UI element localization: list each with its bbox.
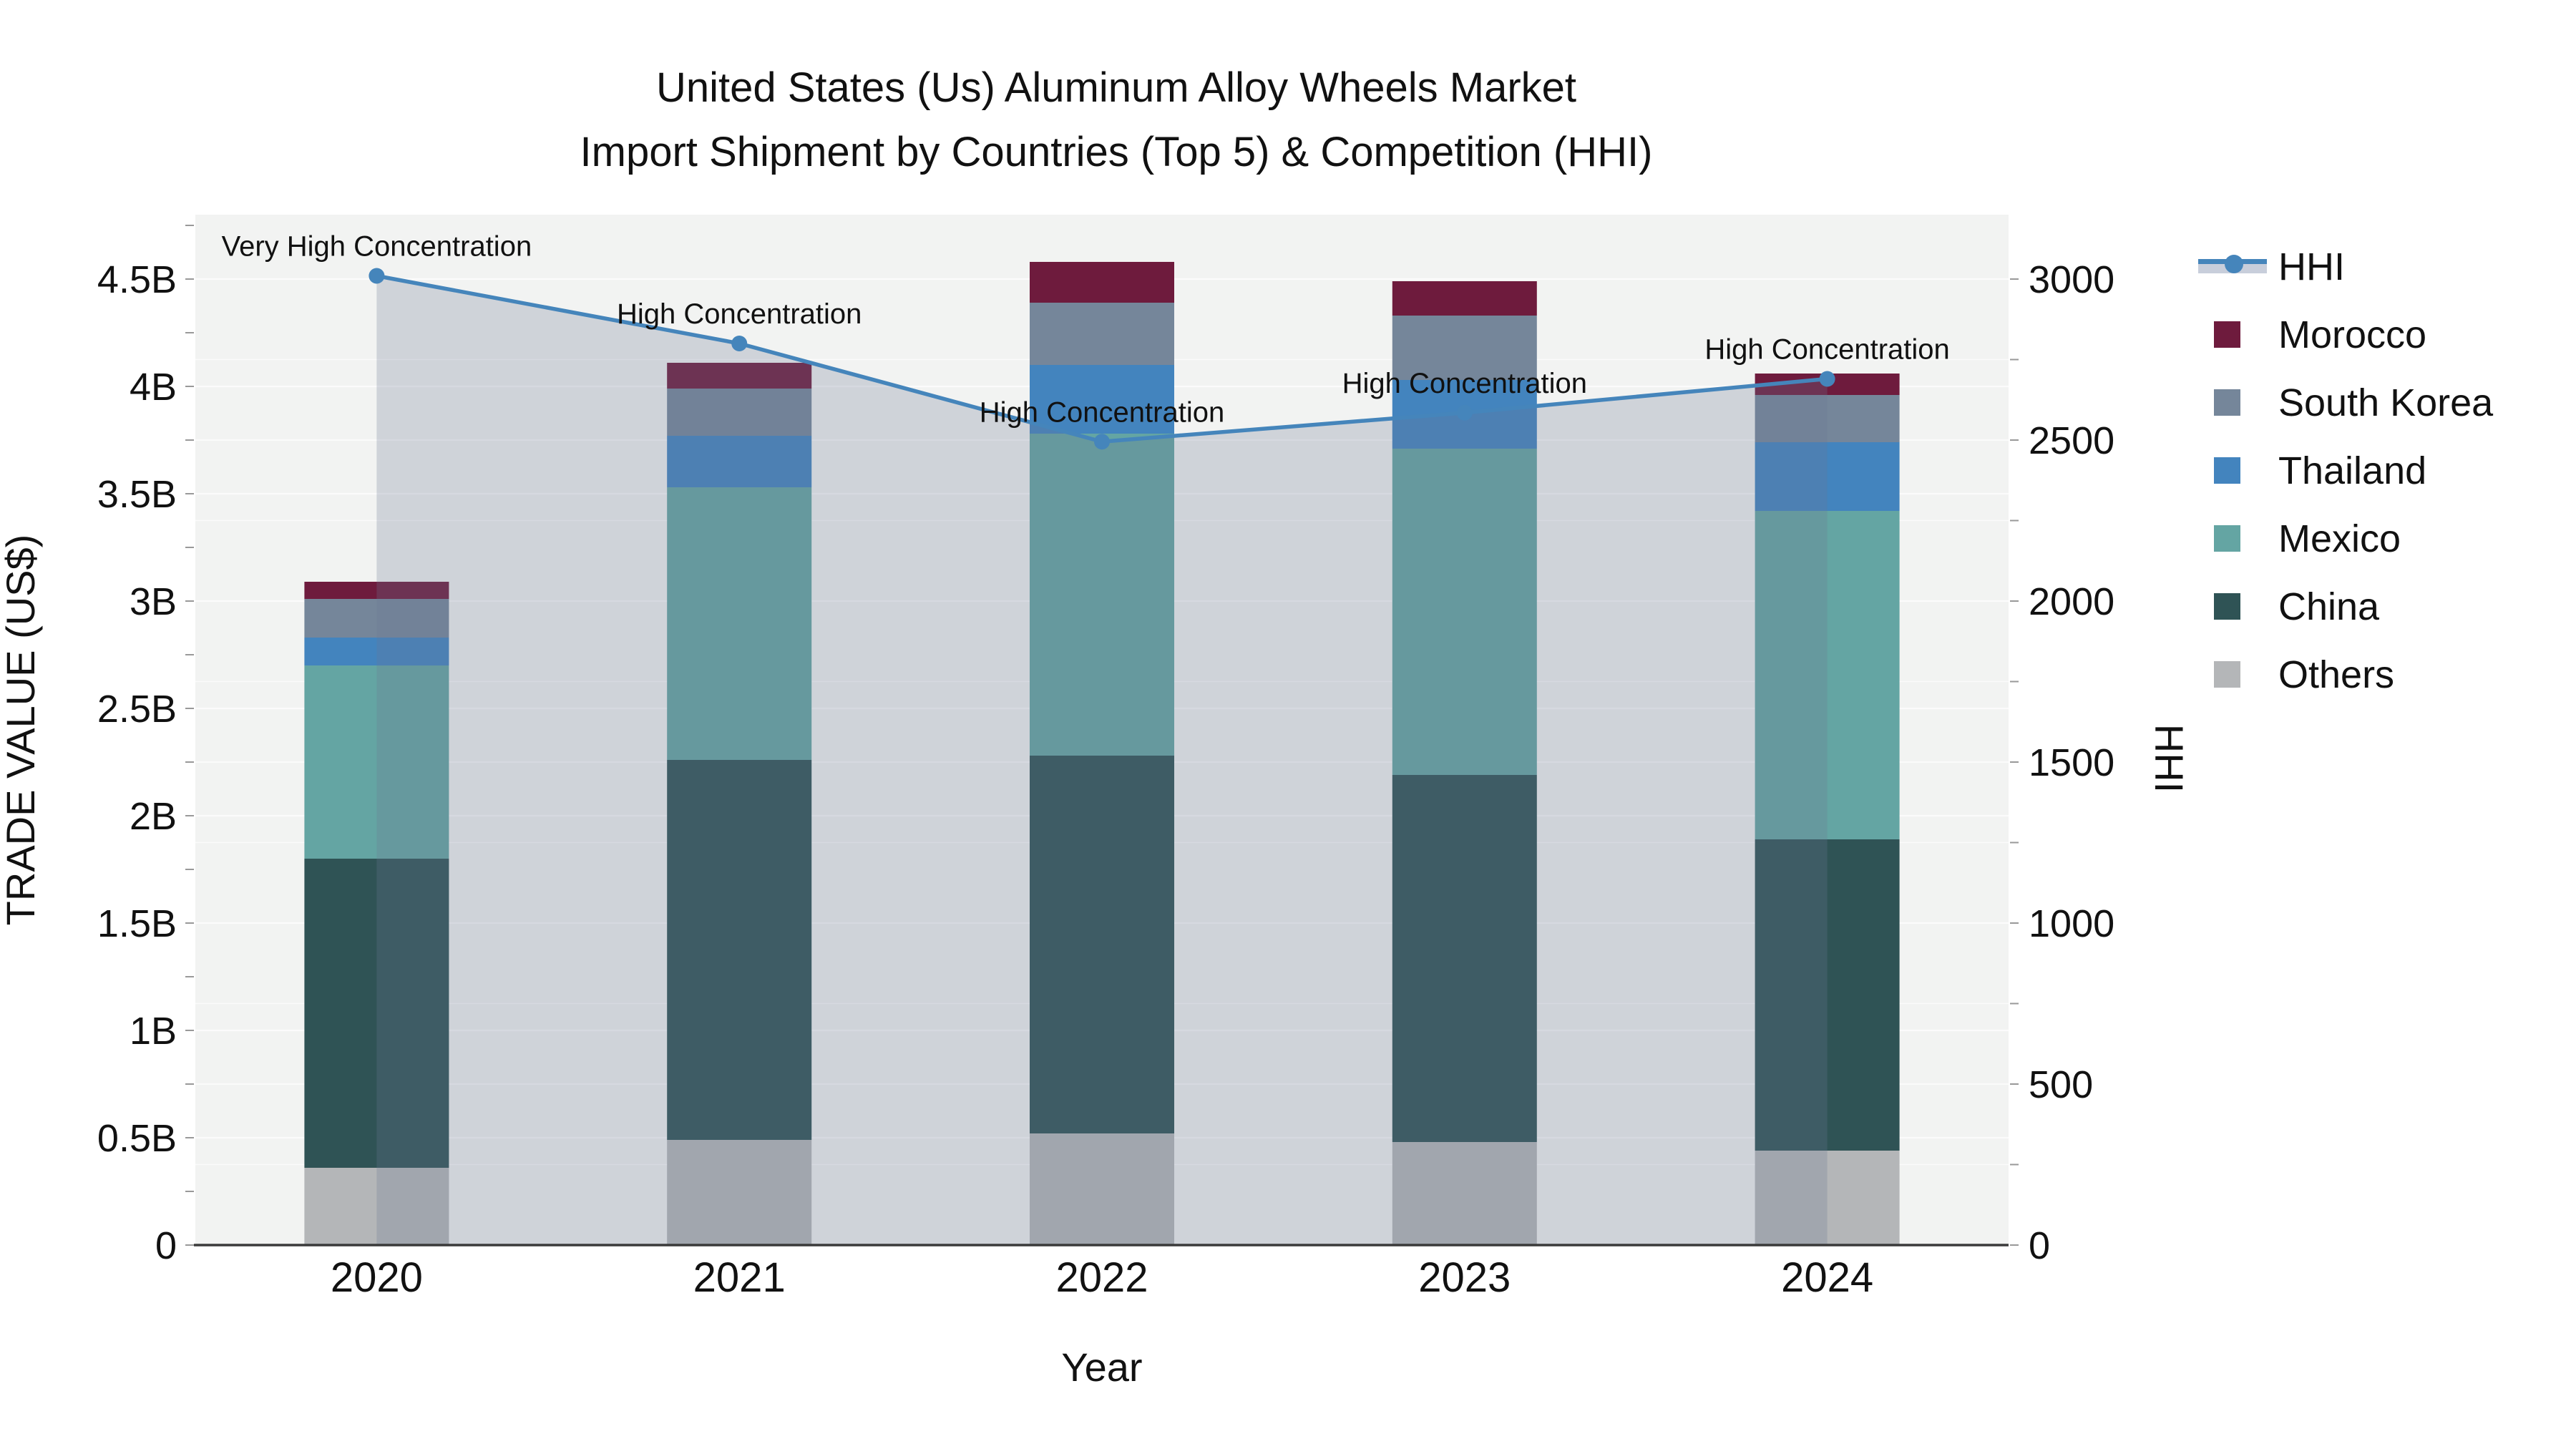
hhi-marker-2021[interactable]	[731, 336, 748, 351]
hhi-marker-2023[interactable]	[1456, 404, 1473, 421]
annotation-2022: High Concentration	[980, 396, 1224, 428]
bar-segment-south-korea-2023[interactable]	[1392, 316, 1537, 380]
left-tick-label-2: 1B	[130, 1010, 177, 1053]
bar-segment-morocco-2020[interactable]	[304, 582, 449, 599]
bar-segment-mexico-2023[interactable]	[1392, 449, 1537, 775]
bar-segment-mexico-2022[interactable]	[1030, 434, 1174, 756]
bar-segment-china-2023[interactable]	[1392, 775, 1537, 1142]
hhi-line-symbol	[2198, 233, 2270, 301]
legend-item-mexico[interactable]: Mexico	[2198, 504, 2570, 572]
right-tick-label-0: 0	[2029, 1224, 2050, 1267]
bar-segment-thailand-2020[interactable]	[304, 638, 449, 665]
right-tick-label-3: 1500	[2029, 741, 2114, 784]
bar-segment-mexico-2021[interactable]	[667, 487, 812, 760]
bar-segment-china-2024[interactable]	[1755, 839, 1900, 1151]
bar-segment-china-2022[interactable]	[1030, 756, 1174, 1133]
bar-segment-thailand-2021[interactable]	[667, 436, 812, 487]
left-tick-label-1: 0.5B	[97, 1117, 177, 1160]
bar-segment-morocco-2021[interactable]	[667, 363, 812, 389]
bar-segment-morocco-2023[interactable]	[1392, 281, 1537, 316]
right-tick-label-6: 3000	[2029, 258, 2114, 301]
bar-segment-south-korea-2022[interactable]	[1030, 303, 1174, 365]
bar-segment-others-2024[interactable]	[1755, 1151, 1900, 1245]
legend-label: Thailand	[2278, 449, 2427, 492]
x-tick-label-2020: 2020	[331, 1254, 423, 1301]
bar-segment-south-korea-2021[interactable]	[667, 389, 812, 436]
left-tick-label-5: 2.5B	[97, 688, 177, 731]
bar-segment-south-korea-2020[interactable]	[304, 599, 449, 638]
annotation-2023: High Concentration	[1342, 368, 1587, 399]
legend-label: Morocco	[2278, 313, 2427, 356]
bar-segment-china-2020[interactable]	[304, 859, 449, 1168]
bar-segment-mexico-2020[interactable]	[304, 665, 449, 859]
legend: HHI Morocco South Korea Thailand Mexico China…	[2198, 233, 2570, 708]
bar-segment-others-2021[interactable]	[667, 1140, 812, 1245]
x-tick-label-2021: 2021	[693, 1254, 786, 1301]
bar-segment-mexico-2024[interactable]	[1755, 511, 1900, 839]
legend-list: HHI Morocco South Korea Thailand Mexico China…	[2198, 233, 2570, 708]
legend-label: HHI	[2278, 245, 2345, 288]
x-axis-title: Year	[1061, 1345, 1142, 1390]
chart-title-line2: Import Shipment by Countries (Top 5) & C…	[580, 129, 1653, 175]
right-tick-label-5: 2500	[2029, 419, 2114, 462]
bar-segment-others-2022[interactable]	[1030, 1133, 1174, 1245]
annotation-2024: High Concentration	[1704, 334, 1949, 366]
legend-swatch-icon	[2198, 301, 2270, 369]
bar-segment-morocco-2022[interactable]	[1030, 262, 1174, 303]
hhi-marker-2022[interactable]	[1094, 434, 1110, 450]
right-axis-title: HHI	[2147, 724, 2192, 793]
legend-item-others[interactable]: Others	[2198, 640, 2570, 708]
right-tick-label-4: 2000	[2029, 580, 2114, 623]
chart-title-line1: United States (Us) Aluminum Alloy Wheels…	[655, 64, 1577, 111]
left-tick-label-4: 2B	[130, 795, 177, 838]
bar-segment-china-2021[interactable]	[667, 760, 812, 1140]
hhi-marker-2020[interactable]	[369, 268, 385, 284]
chart-title: United States (Us) Aluminum Alloy Wheels…	[0, 56, 2233, 185]
left-tick-label-0: 0	[155, 1224, 177, 1267]
x-tick-label-2022: 2022	[1055, 1254, 1148, 1301]
legend-swatch-icon	[2198, 640, 2270, 708]
bar-segment-thailand-2022[interactable]	[1030, 365, 1174, 434]
right-tick-label-2: 1000	[2029, 902, 2114, 945]
annotation-2020: Very High Concentration	[222, 231, 532, 263]
left-tick-label-8: 4B	[130, 366, 177, 409]
bar-segment-south-korea-2024[interactable]	[1755, 395, 1900, 442]
legend-label: China	[2278, 585, 2380, 628]
legend-item-hhi[interactable]: HHI	[2198, 233, 2570, 301]
hhi-area-fill	[376, 275, 1828, 1245]
left-tick-label-3: 1.5B	[97, 902, 177, 945]
left-tick-label-7: 3.5B	[97, 473, 177, 516]
left-tick-label-6: 3B	[130, 580, 177, 623]
bar-segment-others-2023[interactable]	[1392, 1142, 1537, 1245]
legend-item-china[interactable]: China	[2198, 572, 2570, 640]
annotation-2021: High Concentration	[617, 298, 862, 330]
legend-swatch-icon	[2198, 504, 2270, 572]
legend-item-south-korea[interactable]: South Korea	[2198, 369, 2570, 436]
legend-label: Mexico	[2278, 517, 2401, 560]
legend-item-thailand[interactable]: Thailand	[2198, 436, 2570, 504]
legend-swatch-icon	[2198, 436, 2270, 504]
bar-segment-thailand-2024[interactable]	[1755, 442, 1900, 511]
x-tick-label-2023: 2023	[1418, 1254, 1511, 1301]
legend-label: South Korea	[2278, 381, 2494, 424]
legend-label: Others	[2278, 653, 2395, 696]
hhi-marker-2024[interactable]	[1819, 371, 1835, 387]
right-tick-label-1: 500	[2029, 1063, 2093, 1106]
legend-item-morocco[interactable]: Morocco	[2198, 301, 2570, 369]
left-axis-title: TRADE VALUE (US$)	[0, 535, 43, 926]
left-tick-label-9: 4.5B	[97, 258, 177, 301]
legend-swatch-icon	[2198, 369, 2270, 436]
legend-swatch-icon	[2198, 572, 2270, 640]
x-tick-label-2024: 2024	[1781, 1254, 1873, 1301]
bar-segment-others-2020[interactable]	[304, 1168, 449, 1245]
